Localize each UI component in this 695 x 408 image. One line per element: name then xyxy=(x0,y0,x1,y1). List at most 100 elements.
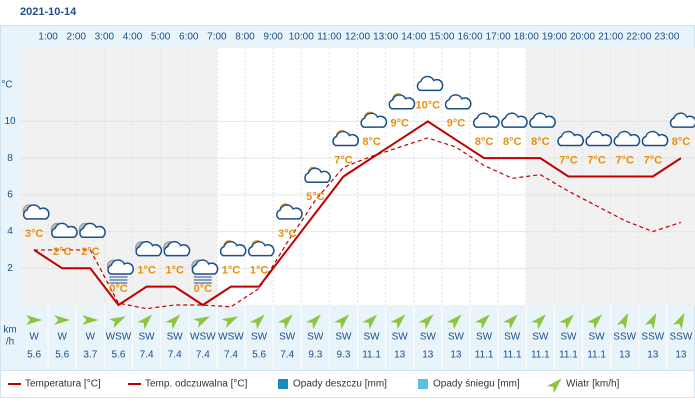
y-tick-label: 4 xyxy=(7,226,13,237)
wind-arrow xyxy=(137,314,153,330)
weather-icon xyxy=(501,112,528,128)
weather-icon xyxy=(51,222,78,239)
weather-icon xyxy=(669,112,695,128)
temp-label: 1°C xyxy=(165,265,184,277)
wind-speed: 7.4 xyxy=(196,350,210,361)
temp-label: 7°C xyxy=(334,154,353,166)
hour-label: 22:00 xyxy=(626,32,651,43)
temp-label: 0°C xyxy=(109,283,128,295)
weather-icon xyxy=(529,112,556,128)
cloud xyxy=(444,94,472,110)
y-tick-label: 10 xyxy=(4,116,16,127)
legend-label: Wiatr [km/h] xyxy=(566,379,620,390)
legend-label: Opady śniegu [mm] xyxy=(433,379,520,390)
wind-direction: SW xyxy=(335,332,352,343)
temp-label: 7°C xyxy=(644,154,663,166)
hour-label: 18:00 xyxy=(514,32,539,43)
wind-arrow xyxy=(502,314,518,330)
wind-speed: 7.4 xyxy=(140,350,154,361)
cloud xyxy=(163,240,191,257)
wind-speed: 11.1 xyxy=(475,350,494,361)
cloud xyxy=(304,167,331,183)
temperature-line xyxy=(33,120,682,307)
cloud xyxy=(557,130,584,147)
wind-arrow xyxy=(644,312,657,330)
wind-speed: 13 xyxy=(394,350,406,361)
y-tick-label: 6 xyxy=(7,189,13,200)
hour-label: 2:00 xyxy=(67,32,87,43)
wind-arrow xyxy=(334,314,350,330)
hour-label: 4:00 xyxy=(123,32,143,43)
wind-direction: SW xyxy=(589,332,606,343)
cloud xyxy=(276,204,303,220)
wind-direction: SW xyxy=(560,332,577,343)
cloud xyxy=(613,130,641,147)
weather-icon xyxy=(585,130,613,147)
wind-arrow xyxy=(616,312,629,330)
wind-arrow xyxy=(418,314,434,330)
night-shade xyxy=(20,48,49,305)
night-shade xyxy=(526,48,555,305)
wind-speed: 13 xyxy=(450,350,462,361)
wind-speed: 9.3 xyxy=(308,350,322,361)
wind-arrow xyxy=(306,314,321,330)
wind-arrow xyxy=(249,314,265,330)
hour-label: 23:00 xyxy=(654,32,679,43)
wind-direction: WSW xyxy=(190,332,216,343)
temp-label: 9°C xyxy=(390,118,409,130)
cloud xyxy=(360,112,388,128)
wind-arrow xyxy=(531,314,546,330)
weather-icon xyxy=(247,240,275,257)
weather-icon xyxy=(444,94,472,110)
wind-speed: 5.6 xyxy=(55,350,69,361)
wind-unit: km xyxy=(3,325,16,336)
wind-arrow xyxy=(109,316,126,329)
wind-direction: WSW xyxy=(218,332,244,343)
night-shade xyxy=(160,48,189,305)
weather-icon xyxy=(416,75,444,92)
temp-label: 8°C xyxy=(531,136,550,148)
temp-label: 2°C xyxy=(81,246,100,258)
wind-arrow xyxy=(446,314,462,330)
cloud xyxy=(585,130,613,147)
night-shade xyxy=(666,48,695,305)
temperature-line xyxy=(34,137,682,310)
weather-icon xyxy=(472,112,500,128)
temp-label: 8°C xyxy=(362,136,381,148)
wind-speed: 3.7 xyxy=(83,350,97,361)
hour-label: 12:00 xyxy=(345,32,370,43)
hour-label: 9:00 xyxy=(263,32,283,43)
wind-unit: /h xyxy=(6,337,14,348)
wind-speed: 11.1 xyxy=(531,350,550,361)
wind-arrow xyxy=(165,314,181,330)
wind-speed: 9.3 xyxy=(336,350,350,361)
wind-speed: 13 xyxy=(422,350,434,361)
wind-speed: 7.4 xyxy=(280,350,294,361)
weather-icon xyxy=(360,112,388,128)
wind-speed: 7.4 xyxy=(168,350,182,361)
weather-icon xyxy=(163,240,191,257)
cloud xyxy=(669,112,695,128)
weather-icon xyxy=(388,94,416,110)
wind-speed: 13 xyxy=(647,350,659,361)
night-shade xyxy=(48,48,77,305)
wind-direction: SSW xyxy=(670,332,693,343)
wind-direction: W xyxy=(86,332,96,343)
wind-direction: SW xyxy=(504,332,521,343)
wind-direction: WSW xyxy=(106,332,132,343)
temp-label: 8°C xyxy=(475,136,494,148)
wind-direction: W xyxy=(29,332,39,343)
temp-label: 5°C xyxy=(306,191,325,203)
date-title: 2021-10-14 xyxy=(20,6,77,18)
cloud xyxy=(388,94,416,110)
wind-arrow xyxy=(546,378,562,394)
night-shade xyxy=(132,48,161,305)
temp-label: 3°C xyxy=(278,228,297,240)
wind-speed: 5.6 xyxy=(252,350,266,361)
wind-direction: SW xyxy=(251,332,268,343)
hour-label: 8:00 xyxy=(235,32,255,43)
wind-arrow xyxy=(82,315,99,325)
wind-direction: SW xyxy=(139,332,156,343)
cloud xyxy=(641,130,669,147)
weather-icon xyxy=(613,130,641,147)
